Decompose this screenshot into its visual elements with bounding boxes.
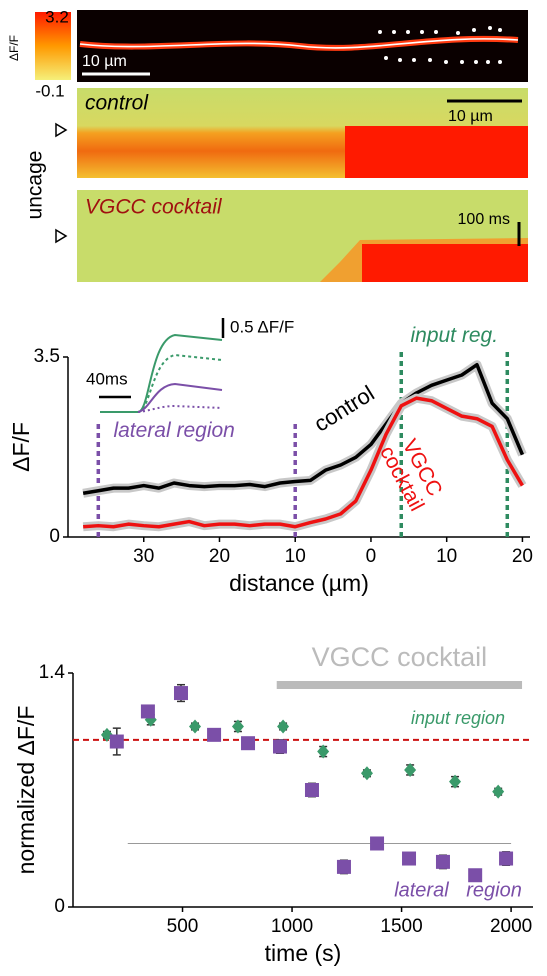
y-tick-label: 3.5 [34, 346, 60, 367]
data-point [404, 762, 417, 777]
x-tick-label: 20 [209, 546, 230, 567]
y-tick-label: 1.4 [39, 662, 66, 683]
heatmap-response [345, 126, 528, 178]
line [82, 362, 525, 496]
data-point [492, 784, 505, 799]
series-label: input region [411, 708, 505, 728]
data-point [468, 868, 483, 883]
scale-bar-label: 100 ms [458, 211, 510, 228]
data-point [317, 744, 330, 759]
data-point [231, 719, 244, 734]
x-tick-label: 2000 [490, 916, 532, 937]
x-tick-label: 10 [285, 546, 306, 567]
scale-bar-label: 10 µm [82, 53, 127, 70]
inset-traces [99, 318, 225, 413]
y-tick-label: 0 [49, 526, 60, 547]
x-tick-label: 1500 [380, 916, 422, 937]
timecourse-chart: 500 1000 1500 2000 0 1.4 time (s) normalized ΔF… [13, 642, 533, 966]
x-tick-label: 1000 [271, 916, 313, 937]
data-point [336, 859, 351, 874]
uncaging-spots [378, 26, 502, 64]
inset-time-label: 40ms [86, 369, 128, 388]
data-point [402, 851, 417, 866]
data-point [207, 727, 222, 742]
condition-label: control [85, 92, 149, 115]
region-label: lateral region [113, 419, 234, 442]
line-band [82, 393, 527, 532]
data-point [449, 774, 462, 789]
data-point [304, 783, 319, 797]
data-point [499, 851, 514, 866]
uncage-marker [55, 122, 68, 138]
colorbar [35, 12, 71, 80]
image-panel: 3.2 ΔF/F -0.1 10 µm control 10 µm uncage… [7, 7, 528, 282]
x-tick-label: 10 [436, 546, 457, 567]
x-tick-label: 0 [366, 546, 377, 567]
data-point [370, 836, 385, 851]
data-point [435, 854, 450, 869]
condition-label: VGCC cocktail [85, 196, 223, 219]
profile-chart: 30 20 10 0 10 20 0 3.5 distance (µm) ΔF/F lateral … [8, 324, 533, 596]
data-point [109, 734, 124, 749]
colorbar-max: 3.2 [45, 7, 69, 26]
data-point [241, 736, 256, 751]
x-tick-label: 500 [167, 916, 199, 937]
data-point [273, 739, 287, 754]
x-axis-label: distance (µm) [229, 570, 369, 596]
y-tick-label: 0 [54, 896, 65, 917]
data-point [360, 766, 373, 781]
series-label: lateral region [394, 879, 522, 901]
region-label: input reg. [410, 324, 498, 347]
data-point [277, 719, 290, 734]
y-axis-label: ΔF/F [8, 422, 34, 472]
data-point [173, 686, 188, 701]
series-label: control [309, 380, 378, 436]
colorbar-min: -0.1 [35, 81, 64, 100]
data-point [140, 704, 155, 719]
line-scan [79, 38, 519, 49]
side-label: uncage [24, 151, 47, 220]
line [83, 396, 524, 529]
colorbar-label: ΔF/F [7, 35, 21, 61]
scale-bar-label: 10 µm [448, 108, 493, 125]
x-tick-label: 30 [133, 546, 154, 567]
heatmap-response [362, 244, 528, 282]
inset-amplitude-label: 0.5 ΔF/F [230, 317, 294, 336]
uncage-marker [55, 228, 68, 244]
treatment-label: VGCC cocktail [312, 642, 488, 672]
y-axis-label: normalized ΔF/F [13, 706, 39, 875]
x-axis-label: time (s) [265, 940, 342, 966]
data-point [189, 719, 202, 734]
x-tick-label: 20 [512, 546, 533, 567]
